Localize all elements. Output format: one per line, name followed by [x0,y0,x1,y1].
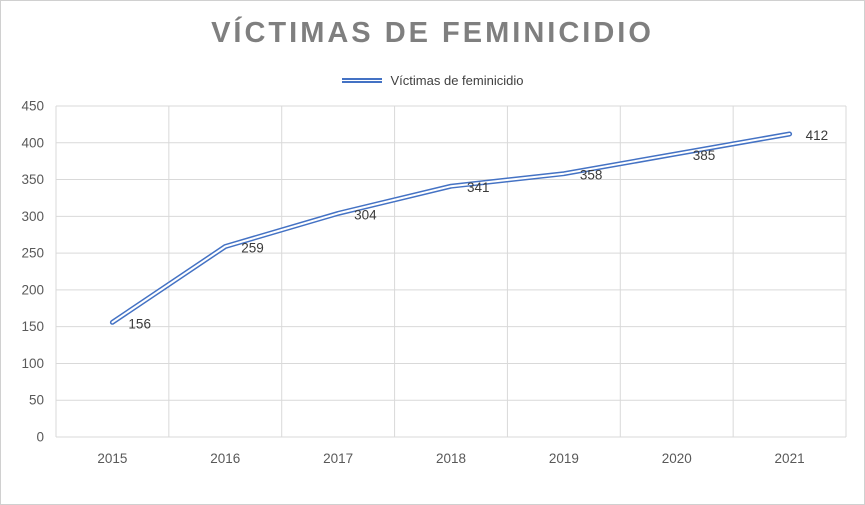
y-axis-label: 350 [21,172,44,187]
x-axis-label: 2016 [210,451,240,466]
chart-title: VÍCTIMAS DE FEMINICIDIO [211,17,654,49]
line-chart: 0 50 100 150 200 250 300 350 400 450 2015 2016 2017 2… [21,99,847,466]
y-axis-label: 250 [21,246,44,261]
x-axis-label: 2017 [323,451,353,466]
x-axis-label: 2015 [97,451,127,466]
data-label: 385 [693,148,716,163]
y-axis-label: 300 [21,209,44,224]
y-axis-label: 200 [21,282,44,297]
y-axis-label: 150 [21,319,44,334]
x-axis-label: 2021 [775,451,805,466]
x-axis-label: 2019 [549,451,579,466]
data-label: 304 [354,207,377,222]
data-label: 156 [128,316,151,331]
series-line-inner [111,133,791,324]
y-axis-label: 400 [21,135,44,150]
y-axis-label: 0 [36,430,44,445]
chart-legend: Víctimas de feminicidio [1,72,864,88]
series-line-outer [109,131,793,325]
x-axis-label: 2020 [662,451,692,466]
legend-label: Víctimas de feminicidio [390,72,524,88]
x-axis-label: 2018 [436,451,466,466]
legend-line-marker [341,77,382,83]
data-label: 259 [241,240,264,255]
y-axis-label: 450 [21,99,44,114]
y-axis-label: 100 [21,356,44,371]
data-label: 358 [580,168,603,183]
data-label: 412 [806,128,829,143]
y-axis-label: 50 [29,393,44,408]
data-label: 341 [467,180,490,195]
